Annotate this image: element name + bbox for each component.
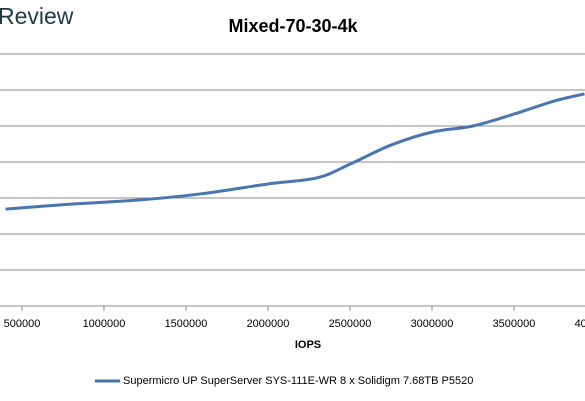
x-tick-label: 1500000 [165, 318, 208, 330]
line [5, 92, 585, 211]
x-tick-label: 3500000 [493, 318, 536, 330]
x-tick-label: 500000 [4, 318, 41, 330]
x-tick-label: 4000000 [575, 318, 585, 330]
x-tick-label: 3000000 [411, 318, 454, 330]
x-tick-label: 2500000 [329, 318, 372, 330]
logo: Review [0, 3, 74, 29]
x-tick-label: 1000000 [83, 318, 126, 330]
x-axis-label: IOPS [295, 339, 321, 351]
x-tick-label: 2000000 [247, 318, 290, 330]
chart-title: Mixed-70-30-4k [228, 16, 358, 36]
legend-label: Supermicro UP SuperServer SYS-111E-WR 8 … [123, 375, 473, 387]
